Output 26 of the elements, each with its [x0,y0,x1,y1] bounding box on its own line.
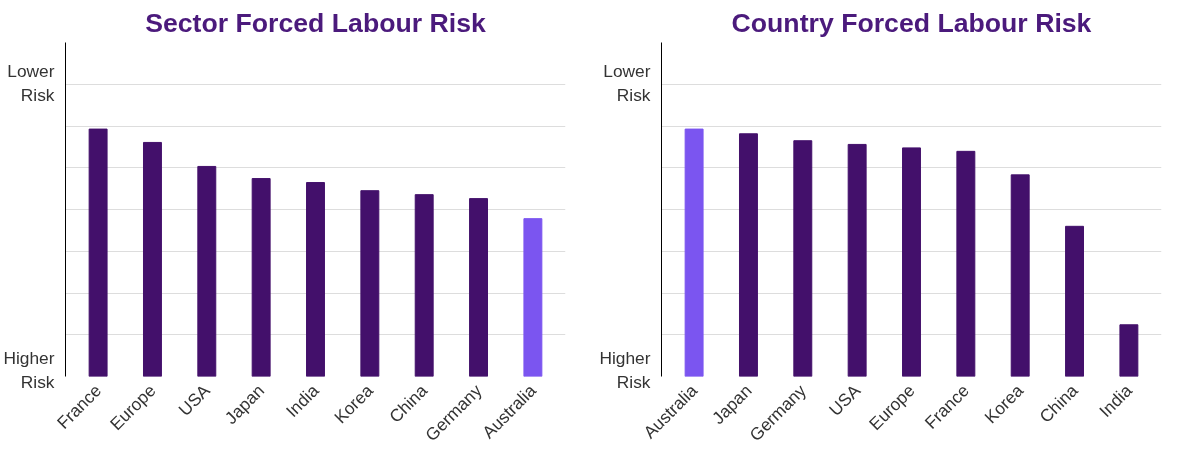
text: Lower Risk [603,60,651,105]
bar [738,133,758,377]
text: Higher Risk [3,347,55,392]
bar [306,182,325,377]
bar [469,198,489,377]
chart-title: Sector Forced Labour Risk [145,7,487,38]
bar [197,165,217,377]
bar [956,150,976,377]
bar [847,143,867,377]
bar [360,190,380,377]
bar [523,218,543,377]
bar [793,140,813,377]
bar [1010,174,1030,377]
bar [1119,324,1139,377]
bar [902,147,921,377]
chart-title: Country Forced Labour Risk [731,7,1092,38]
bar [142,141,162,377]
bar [1065,225,1085,377]
bar [684,128,704,377]
text: Higher Risk [599,347,651,392]
x-tick-label: USA [174,380,215,420]
bar [414,194,434,377]
x-tick-label: USA [824,380,865,420]
text: Lower Risk [7,60,55,105]
bar [251,178,271,377]
bar [88,128,108,377]
